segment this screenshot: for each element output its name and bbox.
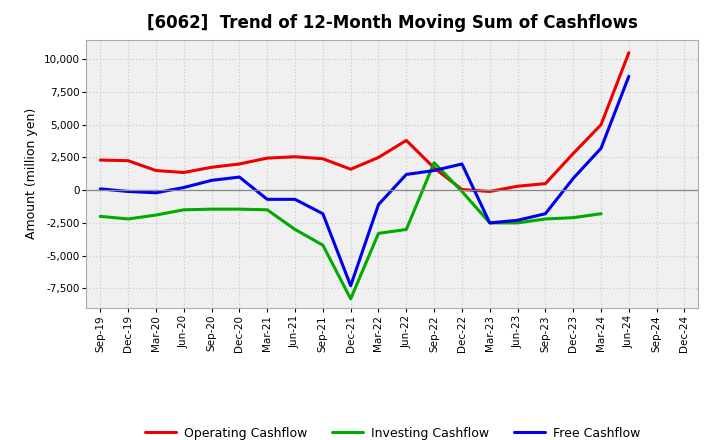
Line: Operating Cashflow: Operating Cashflow [100,53,629,191]
Operating Cashflow [291,154,300,159]
Free Cashflow [485,220,494,226]
Free Cashflow [402,172,410,177]
Y-axis label: Amount (million yen): Amount (million yen) [25,108,38,239]
Operating Cashflow [569,151,577,156]
Investing Cashflow [402,227,410,232]
Operating Cashflow [597,122,606,127]
Investing Cashflow [569,215,577,220]
Investing Cashflow [96,214,104,219]
Investing Cashflow [152,213,161,218]
Free Cashflow [430,168,438,173]
Free Cashflow [207,178,216,183]
Free Cashflow [541,211,550,216]
Operating Cashflow [179,170,188,175]
Free Cashflow [152,190,161,195]
Investing Cashflow [263,207,271,213]
Operating Cashflow [624,50,633,55]
Free Cashflow [318,211,327,216]
Investing Cashflow [179,207,188,213]
Investing Cashflow [207,206,216,212]
Operating Cashflow [402,138,410,143]
Free Cashflow [624,73,633,79]
Operating Cashflow [458,187,467,192]
Operating Cashflow [430,165,438,171]
Free Cashflow [346,283,355,288]
Operating Cashflow [541,181,550,186]
Free Cashflow [179,185,188,190]
Operating Cashflow [318,156,327,161]
Free Cashflow [124,189,132,194]
Free Cashflow [263,197,271,202]
Investing Cashflow [318,242,327,248]
Line: Investing Cashflow: Investing Cashflow [100,163,601,299]
Free Cashflow [597,146,606,151]
Title: [6062]  Trend of 12-Month Moving Sum of Cashflows: [6062] Trend of 12-Month Moving Sum of C… [147,15,638,33]
Investing Cashflow [235,206,243,212]
Investing Cashflow [374,231,383,236]
Operating Cashflow [124,158,132,163]
Investing Cashflow [597,211,606,216]
Investing Cashflow [124,216,132,222]
Operating Cashflow [235,161,243,167]
Free Cashflow [569,176,577,181]
Free Cashflow [235,174,243,180]
Free Cashflow [291,197,300,202]
Operating Cashflow [485,189,494,194]
Operating Cashflow [152,168,161,173]
Free Cashflow [96,186,104,191]
Investing Cashflow [458,189,467,194]
Legend: Operating Cashflow, Investing Cashflow, Free Cashflow: Operating Cashflow, Investing Cashflow, … [145,427,640,440]
Investing Cashflow [430,160,438,165]
Operating Cashflow [207,165,216,170]
Free Cashflow [513,218,522,223]
Operating Cashflow [374,155,383,160]
Operating Cashflow [346,167,355,172]
Investing Cashflow [485,220,494,226]
Operating Cashflow [96,158,104,163]
Operating Cashflow [513,183,522,189]
Line: Free Cashflow: Free Cashflow [100,76,629,286]
Investing Cashflow [346,296,355,301]
Investing Cashflow [513,220,522,226]
Investing Cashflow [541,216,550,222]
Free Cashflow [458,161,467,167]
Free Cashflow [374,202,383,207]
Operating Cashflow [263,155,271,161]
Investing Cashflow [291,227,300,232]
